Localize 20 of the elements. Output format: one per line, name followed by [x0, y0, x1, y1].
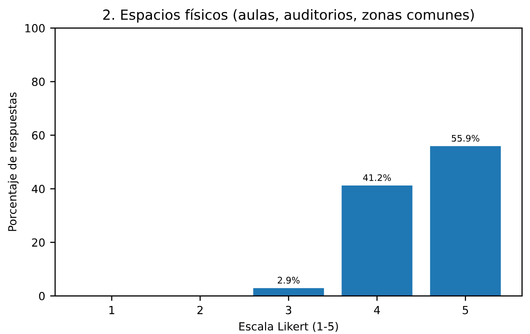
- chart-title: 2. Espacios físicos (aulas, auditorios, zonas comunes): [103, 8, 474, 23]
- data-label: 2.9%: [278, 276, 300, 284]
- x-tick-label: 2: [197, 306, 203, 314]
- y-tick-label: 40: [32, 184, 45, 194]
- x-tick-label: 1: [109, 306, 114, 314]
- bar: [253, 288, 324, 296]
- y-tick-label: 20: [32, 238, 45, 247]
- y-tick-label: 60: [32, 131, 45, 140]
- y-tick-label: 0: [39, 292, 45, 300]
- bar: [430, 146, 501, 296]
- y-tick-label: 100: [25, 24, 45, 32]
- x-tick-label: 3: [286, 306, 292, 314]
- data-label: 55.9%: [452, 134, 480, 142]
- x-tick-label: 4: [374, 306, 380, 314]
- y-axis-title: Porcentaje de respuestas: [8, 92, 19, 231]
- data-label: 41.2%: [363, 174, 391, 182]
- x-tick-label: 5: [462, 306, 468, 314]
- bar: [342, 186, 412, 296]
- y-tick-label: 80: [32, 78, 45, 86]
- x-axis-title: Escala Likert (1-5): [239, 322, 338, 332]
